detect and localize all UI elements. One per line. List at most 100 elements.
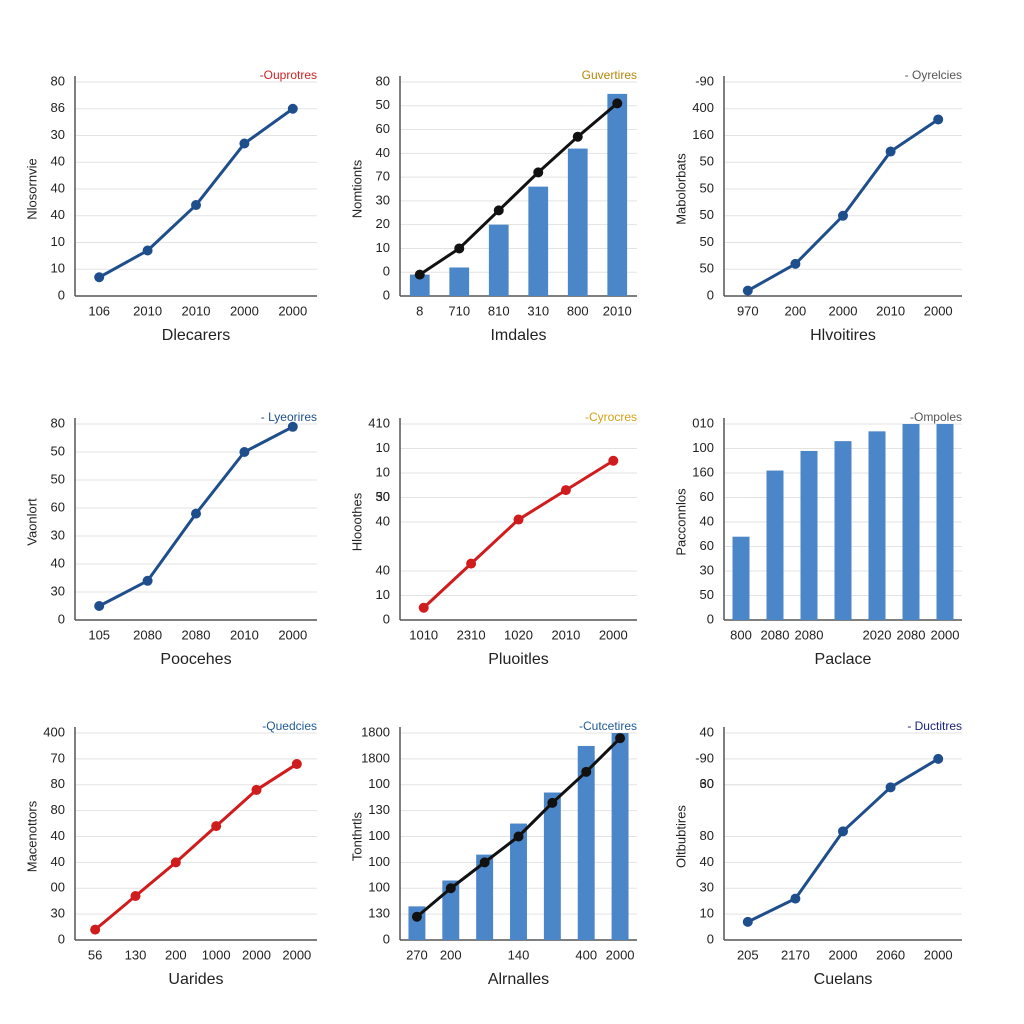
y-tick-label: 50 xyxy=(376,489,390,504)
bar xyxy=(449,267,470,296)
y-tick-label: 400 xyxy=(692,100,714,115)
x-tick-label: 2310 xyxy=(457,627,486,642)
x-axis-label: Paclace xyxy=(815,651,872,668)
y-tick-label: 50 xyxy=(700,261,714,276)
bar xyxy=(577,745,595,940)
y-tick-label: 0 xyxy=(383,264,390,279)
y-axis-label: Macenottors xyxy=(24,800,39,872)
x-axis-label: Dlecarers xyxy=(162,327,230,344)
point xyxy=(615,733,626,744)
point xyxy=(838,210,848,221)
point xyxy=(612,98,623,109)
y-tick-label: 100 xyxy=(368,776,390,791)
point xyxy=(445,883,456,894)
y-axis-label: Nomtionts xyxy=(349,159,364,218)
y-tick-label: 50 xyxy=(700,234,714,249)
point xyxy=(513,831,524,842)
y-tick-label: 10 xyxy=(376,440,390,455)
bar xyxy=(543,792,561,940)
y-tick-label: 10 xyxy=(376,240,390,255)
y-tick-label: 0 xyxy=(707,287,714,302)
point xyxy=(94,601,105,611)
y-tick-label: 50 xyxy=(51,471,65,486)
y-tick-label: 30 xyxy=(51,583,65,598)
point xyxy=(94,272,105,283)
bar xyxy=(868,431,886,620)
point xyxy=(411,911,422,922)
line xyxy=(747,118,940,292)
x-tick-label: 2080 xyxy=(133,627,162,642)
line xyxy=(98,107,294,279)
y-tick-label: 160 xyxy=(692,464,714,479)
bar xyxy=(800,450,818,620)
y-tick-label: 60 xyxy=(700,776,714,791)
y-tick-label: 10 xyxy=(51,261,65,276)
point xyxy=(466,558,477,569)
y-tick-label: 1800 xyxy=(361,724,390,739)
legend-label: -Ompoles xyxy=(910,410,962,424)
x-tick-label: 2010 xyxy=(133,303,162,318)
point xyxy=(142,245,153,256)
x-tick-label: 2000 xyxy=(931,627,960,642)
point xyxy=(493,205,504,216)
y-tick-label: 60 xyxy=(700,538,714,553)
y-tick-label: -90 xyxy=(695,750,714,765)
x-tick-label: 710 xyxy=(448,303,470,318)
point xyxy=(742,285,753,296)
x-tick-label: 2000 xyxy=(599,627,628,642)
y-tick-label: 40 xyxy=(376,145,390,160)
point xyxy=(142,575,153,586)
y-tick-label: 80 xyxy=(51,802,65,817)
x-axis-label: Uarides xyxy=(168,971,223,988)
y-tick-label: 30 xyxy=(51,527,65,542)
point xyxy=(414,269,425,280)
y-axis-label: Pacconnlos xyxy=(673,488,688,556)
y-tick-label: 80 xyxy=(51,73,65,88)
legend-label: -Ouprotres xyxy=(260,68,317,82)
x-tick-label: 2000 xyxy=(278,627,307,642)
bar xyxy=(607,93,628,296)
bar xyxy=(442,880,460,940)
y-tick-label: 40 xyxy=(51,555,65,570)
y-tick-label: 30 xyxy=(376,192,390,207)
x-tick-label: 200 xyxy=(440,947,462,962)
y-tick-label: 10 xyxy=(376,587,390,602)
x-tick-label: 310 xyxy=(527,303,549,318)
x-tick-label: 2010 xyxy=(230,627,259,642)
legend-label: -Cyrocres xyxy=(585,410,637,424)
line xyxy=(422,459,615,609)
point xyxy=(838,826,848,837)
legend-label: Guvertires xyxy=(582,68,637,82)
x-tick-label: 2020 xyxy=(863,627,892,642)
point xyxy=(479,857,490,868)
y-axis-label: Tonthrtls xyxy=(349,811,364,861)
x-axis-label: Cuelans xyxy=(814,971,873,988)
point xyxy=(547,797,558,808)
point xyxy=(251,784,262,795)
x-tick-label: 800 xyxy=(567,303,589,318)
x-tick-label: 2080 xyxy=(761,627,790,642)
y-tick-label: 40 xyxy=(51,207,65,222)
y-tick-label: 30 xyxy=(51,127,65,142)
y-tick-label: 100 xyxy=(692,440,714,455)
x-tick-label: 2000 xyxy=(282,947,311,962)
line xyxy=(94,762,298,931)
legend-label: - Ductitres xyxy=(907,719,962,733)
x-tick-label: 800 xyxy=(730,627,752,642)
y-tick-label: 0 xyxy=(383,611,390,626)
point xyxy=(90,924,101,935)
point xyxy=(170,857,181,868)
y-tick-label: 0 xyxy=(58,611,65,626)
y-tick-label: 50 xyxy=(700,207,714,222)
y-axis-label: Mabolorbats xyxy=(673,153,688,225)
point xyxy=(418,602,429,613)
bar xyxy=(834,441,852,620)
bar xyxy=(936,424,954,620)
x-tick-label: 1000 xyxy=(202,947,231,962)
x-axis-label: Pluoitles xyxy=(488,651,548,668)
y-tick-label: 40 xyxy=(376,513,390,528)
y-tick-label: 10 xyxy=(51,234,65,249)
point xyxy=(572,131,583,142)
point xyxy=(742,916,753,927)
